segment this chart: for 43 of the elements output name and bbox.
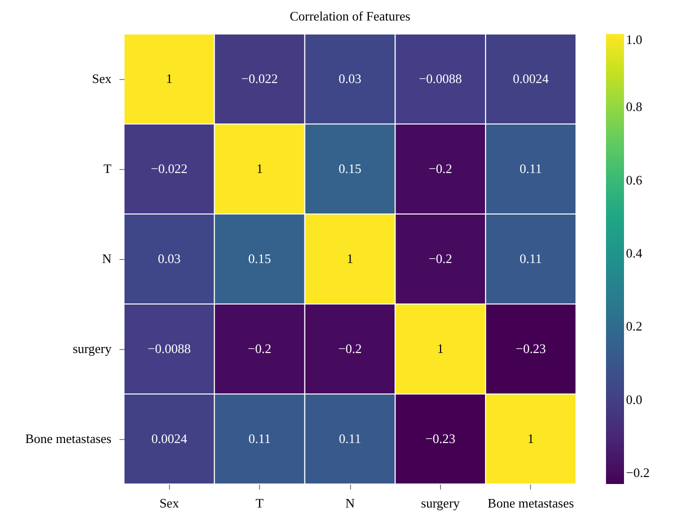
data-label: −0.2 <box>248 341 272 356</box>
data-label: 0.0024 <box>512 71 550 86</box>
color-bar-label: 0.0 <box>626 392 642 407</box>
data-label: −0.022 <box>241 71 278 86</box>
data-label: −0.0088 <box>418 71 462 86</box>
data-label: −0.2 <box>338 341 362 356</box>
color-bar-label: 0.6 <box>626 172 643 188</box>
color-bar-label: 1.0 <box>626 32 642 47</box>
y-tick-label: Sex <box>92 71 112 86</box>
data-label: −0.23 <box>516 341 546 356</box>
color-bar-label: 0.8 <box>626 99 642 114</box>
data-label: −0.022 <box>150 161 188 176</box>
data-label: 1 <box>256 161 263 176</box>
data-label: −0.2 <box>428 161 452 176</box>
data-label: 1 <box>528 431 534 446</box>
data-label: 0.03 <box>158 251 181 266</box>
data-label: 0.11 <box>520 161 542 176</box>
y-tick-label: surgery <box>72 341 112 356</box>
data-label: 1 <box>166 71 172 86</box>
data-label: 0.11 <box>520 251 542 266</box>
y-tick-label: N <box>102 251 112 266</box>
data-label: −0.23 <box>425 431 456 446</box>
data-label: 0.15 <box>338 161 362 176</box>
data-label: 1 <box>346 251 354 266</box>
data-label: 0.0024 <box>151 431 188 446</box>
x-tick-label: Sex <box>159 496 180 510</box>
y-tick-label: T <box>104 161 112 176</box>
data-label: −0.0088 <box>148 341 191 356</box>
x-tick-label: N <box>345 496 356 510</box>
x-tick-label: T <box>256 496 264 510</box>
x-tick-label: Bone metastases <box>488 496 574 510</box>
data-label: 1 <box>437 341 444 356</box>
y-tick-label: Bone metastases <box>25 431 112 446</box>
color-bar-label: 0.2 <box>626 318 642 334</box>
data-label: 0.11 <box>248 431 271 446</box>
color-bar-label: 0.4 <box>626 246 643 261</box>
data-label: −0.2 <box>428 251 452 266</box>
data-label: 0.03 <box>338 71 362 86</box>
color-bar-label: −0.2 <box>626 465 650 480</box>
chart-title: Correlation of Features <box>290 8 410 24</box>
data-label: 0.11 <box>338 431 362 446</box>
x-tick-label: surgery <box>421 496 460 510</box>
data-label: 0.15 <box>248 251 271 266</box>
